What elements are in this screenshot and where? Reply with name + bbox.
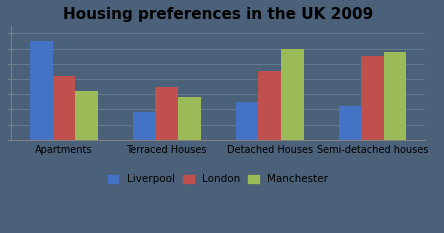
Bar — [338, 106, 361, 140]
Bar — [155, 87, 178, 140]
Legend: Liverpool, London, Manchester: Liverpool, London, Manchester — [104, 170, 333, 188]
Bar — [52, 76, 75, 140]
Title: Housing preferences in the UK 2009: Housing preferences in the UK 2009 — [63, 7, 373, 22]
Bar — [258, 72, 281, 140]
Bar — [133, 112, 155, 140]
Bar — [30, 41, 52, 140]
Bar — [236, 102, 258, 140]
Bar — [361, 56, 384, 140]
Bar — [75, 91, 98, 140]
Bar — [281, 49, 304, 140]
Bar — [384, 52, 406, 140]
Bar — [178, 97, 201, 140]
